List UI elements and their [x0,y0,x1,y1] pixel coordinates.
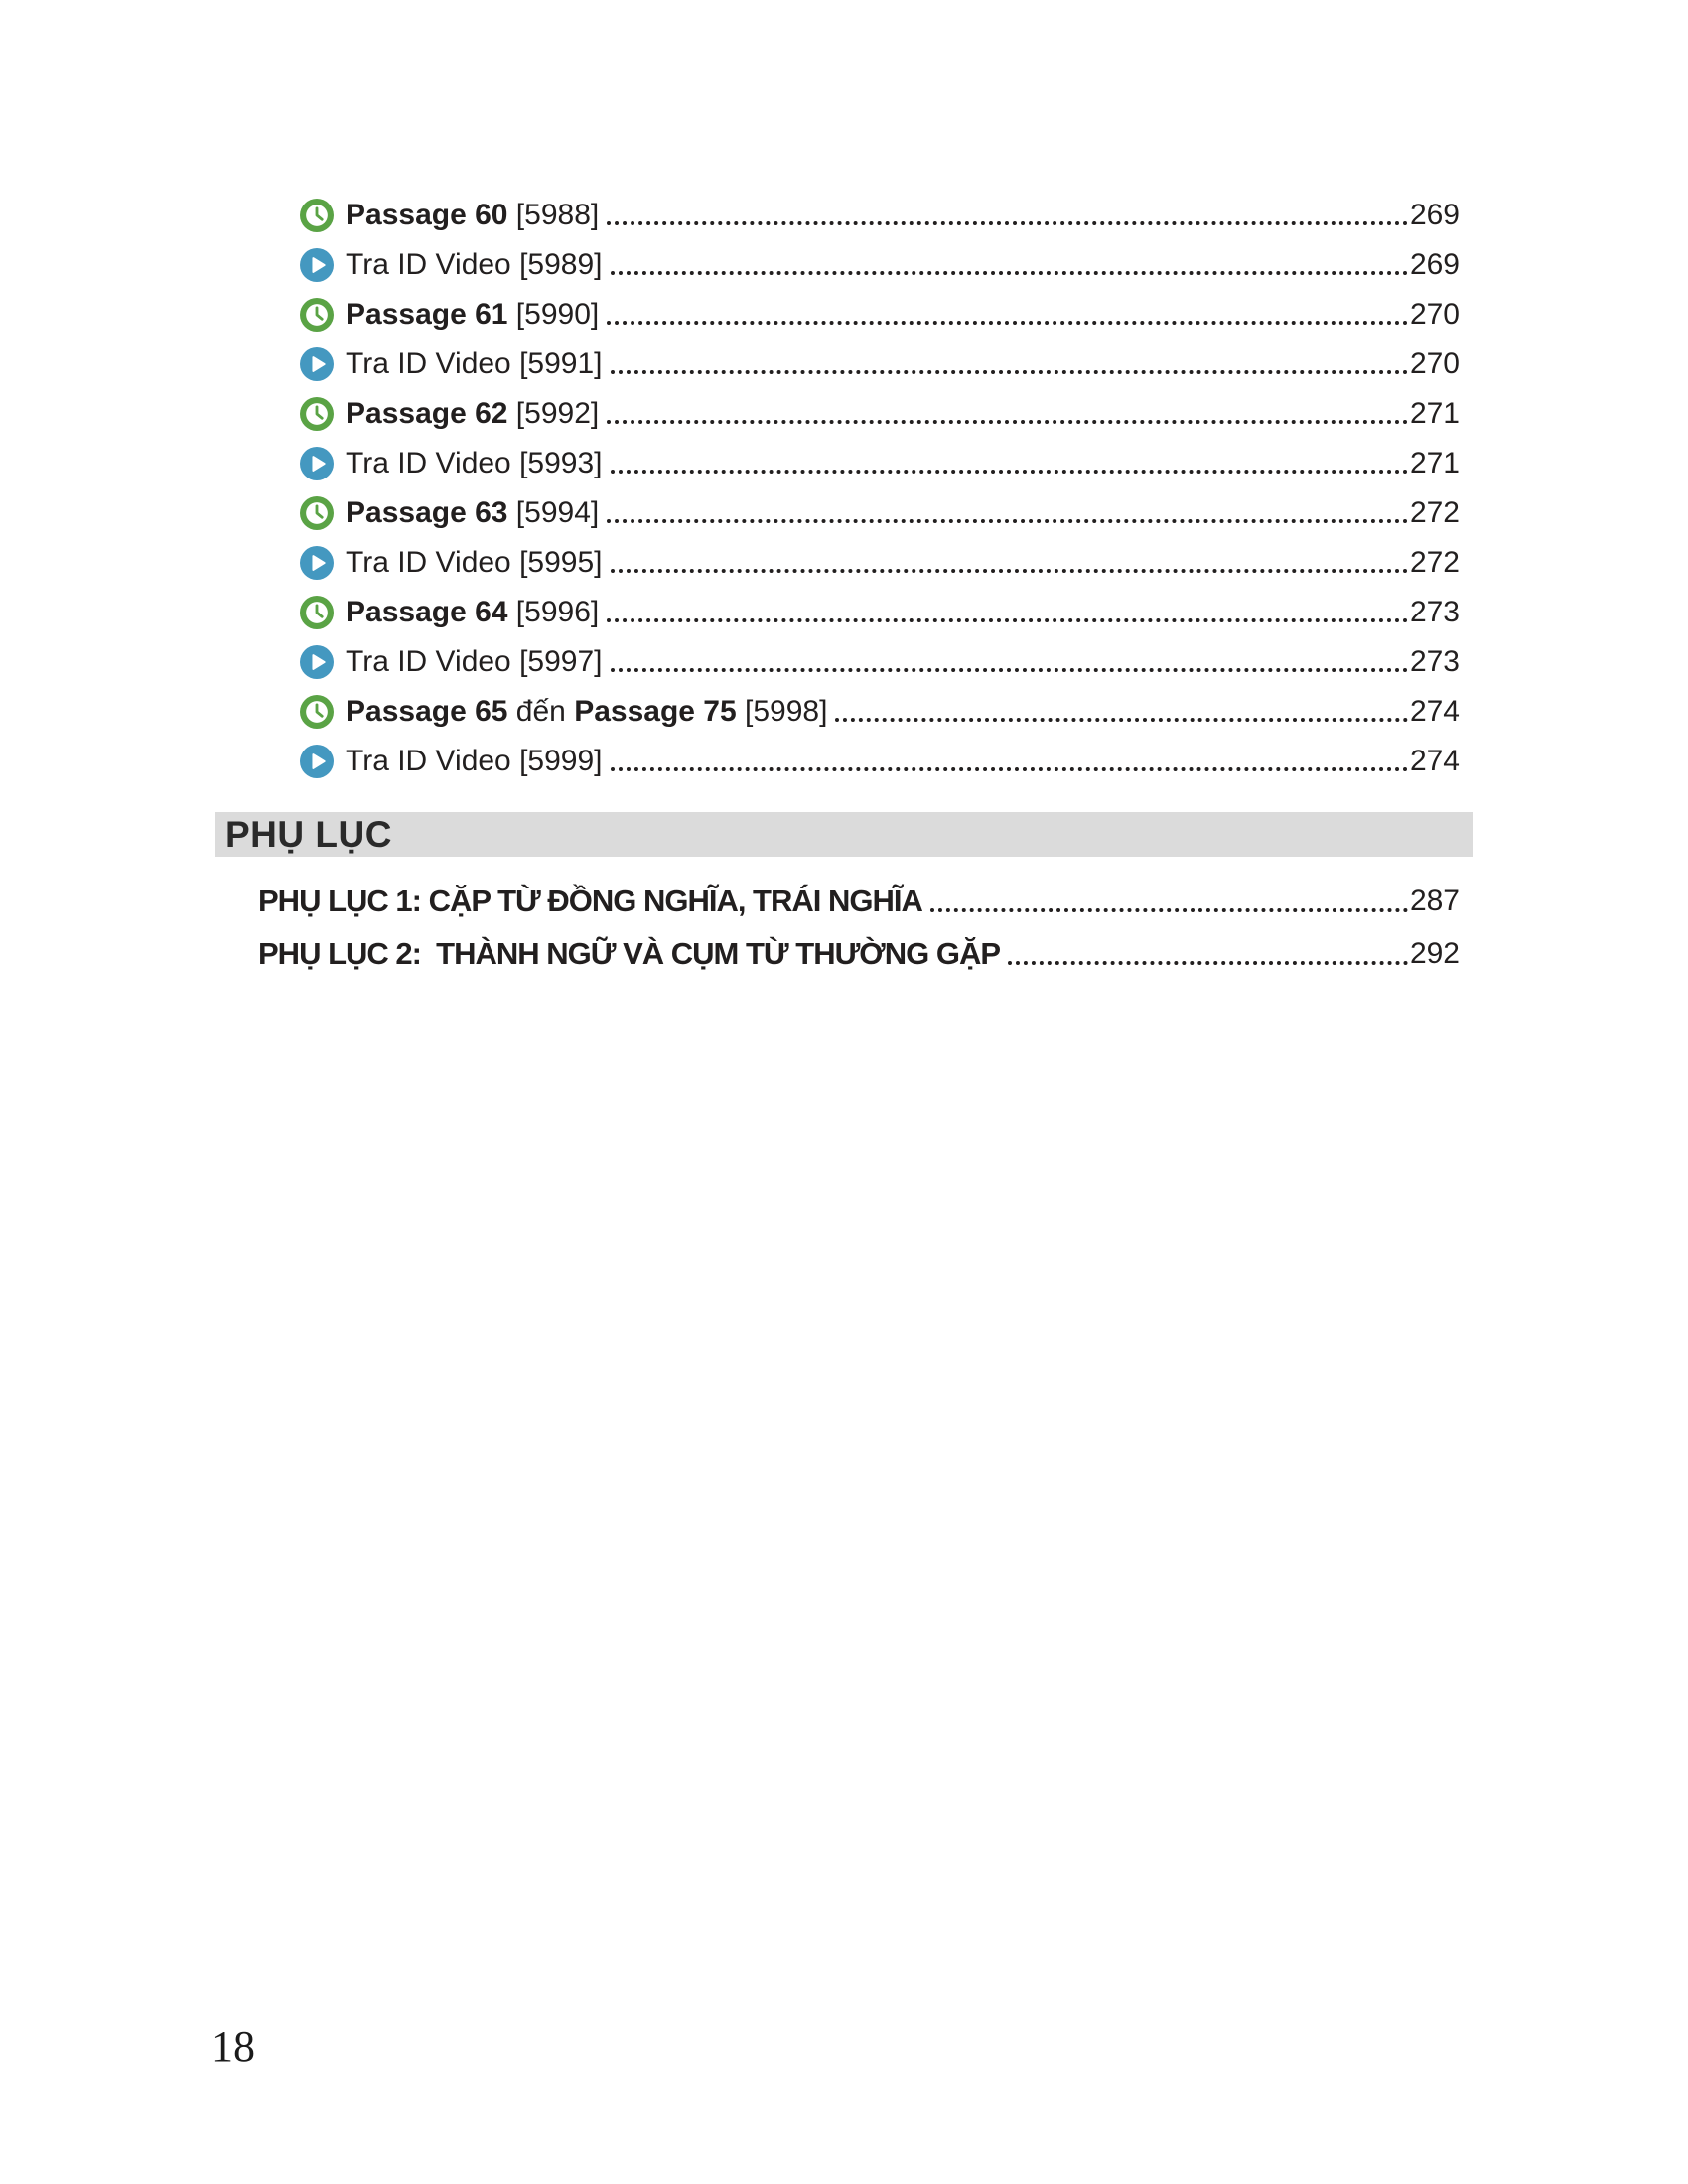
toc-entry: Tra ID Video [5997] 273 [300,637,1460,687]
entry-page-number: 274 [1409,695,1460,728]
entry-label-segment: [5998] [736,695,828,728]
entry-label-segment: Passage 61 [346,298,508,331]
entry-label-segment: Tra ID Video [5993] [346,447,603,479]
dotted-leader [607,519,1408,523]
entry-page-number: 271 [1409,447,1460,479]
entry-label: Passage 62 [5992] [346,397,599,431]
entry-label-segment: [5994] [507,496,600,529]
entry-label: Tra ID Video [5997] [346,645,603,679]
entry-page-number: 273 [1409,645,1460,678]
entry-label: Passage 65 đến Passage 75 [5998] [346,695,827,729]
entry-page-number: 272 [1409,496,1460,529]
dotted-leader [607,420,1408,424]
dotted-leader [607,321,1408,325]
dotted-leader [607,618,1408,622]
play-icon [300,447,334,480]
clock-icon [300,695,334,729]
entry-label-segment: Tra ID Video [5995] [346,546,603,579]
appendix-section-header: PHỤ LỤC [215,812,1473,857]
dotted-leader [610,370,1408,374]
entry-page-number: 272 [1409,546,1460,579]
page-number: 18 [211,2022,255,2071]
clock-icon [300,496,334,530]
entry-label-segment: đến [507,695,575,728]
toc-entry: Passage 60 [5988] 269 [300,191,1460,240]
entry-label-segment: Tra ID Video [5989] [346,248,603,281]
entry-page-number: 269 [1409,248,1460,281]
dotted-leader [929,908,1408,912]
entry-page-number: 273 [1409,596,1460,628]
entry-label: Passage 63 [5994] [346,496,599,530]
entry-label: Tra ID Video [5999] [346,745,603,778]
appendix-entry-page-number: 287 [1409,884,1460,917]
entry-label-segment: [5988] [507,199,600,231]
entry-label-segment: Passage 60 [346,199,508,231]
toc-list: Passage 60 [5988] 269 Tra ID Video [5989… [300,191,1460,786]
play-icon [300,546,334,580]
entry-label: Tra ID Video [5989] [346,248,603,282]
entry-page-number: 269 [1409,199,1460,231]
toc-entry: Tra ID Video [5993] 271 [300,439,1460,488]
dotted-leader [607,221,1408,225]
appendix-section-title: PHỤ LỤC [225,813,392,855]
toc-entry: Passage 61 [5990] 270 [300,290,1460,340]
toc-entry: Tra ID Video [5991] 270 [300,340,1460,389]
entry-label-segment: [5992] [507,397,600,430]
toc-entry: Passage 64 [5996] 273 [300,588,1460,637]
entry-label-segment: Tra ID Video [5999] [346,745,603,777]
entry-page-number: 270 [1409,347,1460,380]
entry-page-number: 270 [1409,298,1460,331]
entry-label-segment: Passage 64 [346,596,508,628]
play-icon [300,745,334,778]
play-icon [300,248,334,282]
appendix-list: PHỤ LỤC 1: CẶP TỪ ĐỒNG NGHĨA, TRÁI NGHĨA… [258,875,1460,980]
entry-label-segment: Passage 65 [346,695,508,728]
dotted-leader [610,271,1408,275]
appendix-entry-label: PHỤ LỤC 2: THÀNH NGỮ VÀ CỤM TỪ THƯỜNG GẶ… [258,935,1001,971]
clock-icon [300,199,334,232]
entry-label: Passage 64 [5996] [346,596,599,629]
appendix-entry-label: PHỤ LỤC 1: CẶP TỪ ĐỒNG NGHĨA, TRÁI NGHĨA [258,883,923,918]
play-icon [300,645,334,679]
toc-entry: Tra ID Video [5995] 272 [300,538,1460,588]
entry-label-segment: Tra ID Video [5991] [346,347,603,380]
toc-entry: Tra ID Video [5989] 269 [300,240,1460,290]
clock-icon [300,397,334,431]
appendix-entry: PHỤ LỤC 1: CẶP TỪ ĐỒNG NGHĨA, TRÁI NGHĨA… [258,875,1460,927]
dotted-leader [610,470,1408,474]
entry-label: Tra ID Video [5991] [346,347,603,381]
entry-label: Passage 61 [5990] [346,298,599,332]
dotted-leader [610,767,1408,771]
entry-label: Tra ID Video [5995] [346,546,603,580]
dotted-leader [610,569,1408,573]
dotted-leader [835,718,1408,722]
entry-label-segment: [5996] [507,596,600,628]
clock-icon [300,298,334,332]
appendix-entry: PHỤ LỤC 2: THÀNH NGỮ VÀ CỤM TỪ THƯỜNG GẶ… [258,927,1460,980]
entry-page-number: 271 [1409,397,1460,430]
toc-entry: Passage 63 [5994] 272 [300,488,1460,538]
appendix-entry-page-number: 292 [1409,936,1460,970]
play-icon [300,347,334,381]
dotted-leader [1008,961,1408,965]
entry-label-segment: Passage 75 [574,695,737,728]
entry-label-segment: [5990] [507,298,600,331]
clock-icon [300,596,334,629]
entry-label-segment: Tra ID Video [5997] [346,645,603,678]
entry-label-segment: Passage 62 [346,397,508,430]
toc-entry: Passage 65 đến Passage 75 [5998] 274 [300,687,1460,737]
entry-label-segment: Passage 63 [346,496,508,529]
entry-label: Tra ID Video [5993] [346,447,603,480]
entry-page-number: 274 [1409,745,1460,777]
toc-entry: Passage 62 [5992] 271 [300,389,1460,439]
dotted-leader [610,668,1408,672]
entry-label: Passage 60 [5988] [346,199,599,232]
toc-entry: Tra ID Video [5999] 274 [300,737,1460,786]
